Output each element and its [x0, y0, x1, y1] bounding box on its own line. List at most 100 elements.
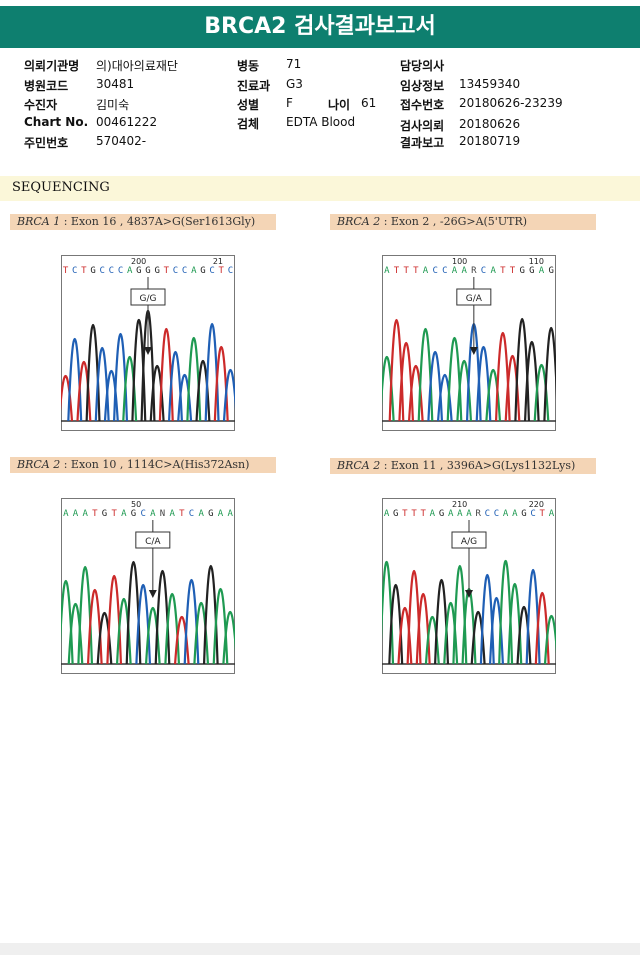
- trace-peak: [122, 355, 138, 422]
- base-letter: C: [99, 266, 104, 276]
- base-letter: G: [393, 509, 398, 519]
- trace-peak: [144, 607, 161, 665]
- genotype-call: G/A: [466, 294, 483, 304]
- page-footer-bar: [0, 943, 640, 955]
- info-value: 20180719: [459, 134, 521, 148]
- variant-desc: : Exon 16 , 4837A>G(Ser1613Gly): [60, 215, 256, 228]
- base-letter: C: [530, 509, 535, 519]
- gene-name: BRCA 1: [17, 215, 61, 228]
- info-label: 병동: [237, 59, 260, 73]
- info-label: 병원코드: [24, 79, 69, 93]
- age-label: 나이: [328, 98, 351, 112]
- info-label: 의뢰기관명: [24, 59, 80, 73]
- trace-peak: [103, 369, 119, 422]
- info-label: 진료과: [237, 79, 271, 93]
- position-left: 50: [131, 500, 141, 509]
- base-letter: G: [145, 266, 150, 276]
- trace-peak: [382, 355, 395, 422]
- base-letter: T: [411, 509, 417, 519]
- base-letter: A: [191, 266, 197, 276]
- trace-peak: [96, 611, 113, 665]
- info-value: 71: [286, 57, 302, 71]
- marker-arrow: [144, 347, 152, 355]
- marker-arrow: [465, 590, 473, 598]
- base-letter: G: [200, 266, 205, 276]
- chromatogram: 50A A A T G T A G C A N A T C A G A AC/A: [61, 498, 235, 674]
- base-letter: T: [540, 509, 546, 519]
- trace-peak: [222, 610, 235, 665]
- variant-desc: : Exon 2 , -26G>A(5'UTR): [380, 215, 528, 228]
- base-letter: T: [403, 266, 409, 276]
- panel-caption: BRCA 2 : Exon 11 , 3396A>G(Lys1132Lys): [330, 458, 596, 474]
- position-left: 200: [131, 257, 146, 266]
- panel-caption: BRCA 1 : Exon 16 , 4837A>G(Ser1613Gly): [10, 214, 276, 230]
- info-value: 570402-: [96, 134, 147, 148]
- genotype-box: [135, 531, 171, 549]
- base-letter: A: [63, 509, 69, 519]
- trace-peak: [533, 364, 550, 422]
- gene-name: BRCA 2: [337, 215, 381, 228]
- genotype-box: [456, 288, 492, 306]
- base-letter: A: [512, 509, 518, 519]
- base-letter: A: [423, 266, 429, 276]
- base-letter: R: [475, 509, 481, 519]
- trace-peak: [516, 606, 532, 665]
- base-letter: G: [102, 509, 107, 519]
- trace-peak: [407, 365, 424, 422]
- base-letter: T: [402, 509, 408, 519]
- base-letter: C: [118, 266, 123, 276]
- trace-peak: [443, 602, 459, 665]
- base-letter: G: [208, 509, 213, 519]
- base-letter: A: [121, 509, 127, 519]
- genotype-box: [130, 288, 166, 306]
- info-label: 접수번호: [400, 98, 445, 112]
- genotype-call: C/A: [145, 537, 161, 547]
- position-right: 21: [213, 257, 223, 266]
- chromatogram: 200 21T C T G C C C A G G G T C C A G C T CG/G: [61, 255, 235, 431]
- position-left: 100: [452, 257, 467, 266]
- base-letter: T: [420, 509, 426, 519]
- base-letter: G: [548, 266, 553, 276]
- base-letter: C: [189, 509, 194, 519]
- info-value: G3: [286, 77, 303, 91]
- base-letter: T: [164, 266, 170, 276]
- base-letter: A: [448, 509, 454, 519]
- info-label: 담당의사: [400, 59, 445, 73]
- base-letter: A: [198, 509, 204, 519]
- marker-arrow: [148, 590, 157, 598]
- trace-peak: [543, 326, 556, 422]
- position-right: 110: [529, 257, 544, 266]
- trace-peak: [149, 365, 165, 422]
- base-letter: T: [394, 266, 400, 276]
- base-letter: C: [494, 509, 499, 519]
- base-letter: G: [154, 266, 159, 276]
- base-letter: A: [549, 509, 555, 519]
- trace-peak: [456, 360, 473, 422]
- trace-peak: [543, 614, 556, 665]
- trace-peak: [488, 596, 504, 665]
- info-label: 주민번호: [24, 136, 69, 150]
- base-letter: T: [219, 266, 225, 276]
- genotype-call: G/G: [140, 294, 157, 304]
- genotype-call: A/G: [461, 537, 477, 547]
- base-letter: T: [63, 266, 69, 276]
- base-letter: T: [500, 266, 506, 276]
- trace-peak: [504, 354, 521, 422]
- base-letter: A: [539, 266, 545, 276]
- base-letter: G: [439, 509, 444, 519]
- base-letter: A: [227, 509, 233, 519]
- info-label: 임상정보: [400, 79, 445, 93]
- info-label: 검체: [237, 117, 260, 131]
- report-title: BRCA2 검사결과보고서: [0, 6, 640, 48]
- base-letter: A: [452, 266, 458, 276]
- base-letter: T: [413, 266, 419, 276]
- base-letter: A: [127, 266, 133, 276]
- base-letter: G: [136, 266, 141, 276]
- sequencing-title: SEQUENCING: [12, 180, 110, 195]
- info-label: 성별: [237, 98, 260, 112]
- info-label: 검사의뢰: [400, 119, 445, 133]
- sequencing-band: [0, 176, 640, 201]
- info-label: 수진자: [24, 98, 58, 112]
- variant-desc: : Exon 10 , 1114C>A(His372Asn): [60, 458, 250, 471]
- base-letter: C: [173, 266, 178, 276]
